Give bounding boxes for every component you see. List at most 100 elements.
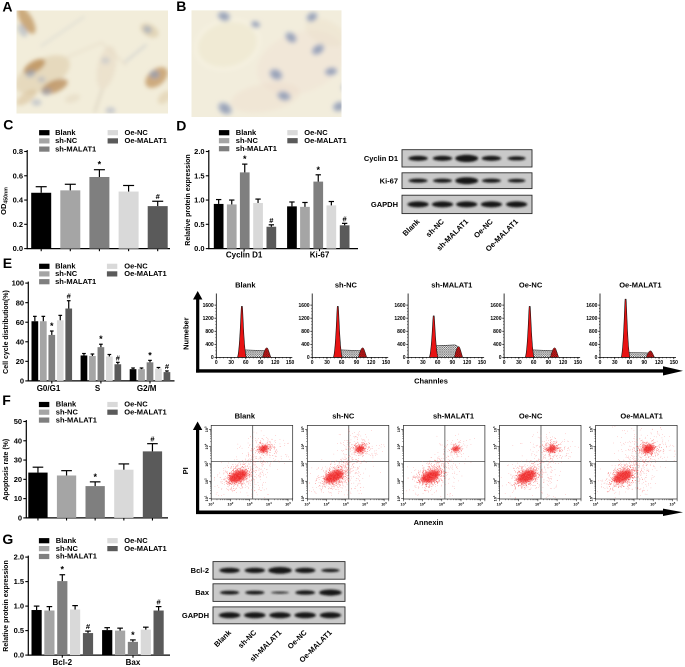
svg-text:30: 30 <box>612 360 618 366</box>
svg-text:sh-NC: sh-NC <box>56 544 79 553</box>
svg-text:90: 90 <box>354 360 360 366</box>
svg-text:1200: 1200 <box>490 316 501 322</box>
svg-text:104: 104 <box>266 501 272 506</box>
svg-text:sh-NC: sh-NC <box>332 412 355 421</box>
svg-text:101: 101 <box>204 495 209 501</box>
svg-text:OD450nm: OD450nm <box>0 187 10 215</box>
svg-text:150: 150 <box>382 360 391 366</box>
svg-text:104: 104 <box>204 443 209 449</box>
svg-text:Oe-NC: Oe-NC <box>124 536 148 545</box>
svg-text:0: 0 <box>499 355 502 361</box>
svg-text:0: 0 <box>20 377 24 386</box>
svg-text:Oe-NC: Oe-NC <box>124 400 148 409</box>
svg-text:GAPDH: GAPDH <box>182 611 209 620</box>
svg-text:Oe-NC: Oe-NC <box>304 128 328 137</box>
svg-text:120: 120 <box>463 360 472 366</box>
svg-text:0: 0 <box>503 360 506 366</box>
svg-text:101: 101 <box>304 501 310 506</box>
svg-text:sh-MALAT1: sh-MALAT1 <box>433 412 474 421</box>
svg-text:sh-NC: sh-NC <box>56 407 79 416</box>
svg-text:105: 105 <box>477 501 483 506</box>
svg-text:102: 102 <box>516 501 522 506</box>
svg-text:120: 120 <box>559 360 568 366</box>
svg-text:104: 104 <box>554 501 560 506</box>
svg-text:105: 105 <box>285 501 291 506</box>
svg-text:150: 150 <box>670 360 679 366</box>
svg-text:2.0: 2.0 <box>194 147 204 156</box>
svg-text:Oe-MALAT1: Oe-MALAT1 <box>619 281 661 290</box>
svg-text:101: 101 <box>497 501 503 506</box>
svg-text:Relative protein expression: Relative protein expression <box>185 154 192 245</box>
svg-text:Blank: Blank <box>235 281 256 290</box>
svg-text:1200: 1200 <box>203 316 214 322</box>
svg-text:40: 40 <box>14 436 22 445</box>
svg-text:400: 400 <box>205 342 214 348</box>
svg-text:102: 102 <box>228 501 234 506</box>
svg-text:Blank: Blank <box>56 400 77 409</box>
svg-text:#: # <box>156 192 161 201</box>
svg-text:102: 102 <box>588 478 593 484</box>
svg-text:Oe-MALAT1: Oe-MALAT1 <box>124 407 166 416</box>
svg-text:0.0: 0.0 <box>194 244 204 253</box>
svg-text:80: 80 <box>16 298 24 307</box>
svg-text:2.0: 2.0 <box>14 553 24 562</box>
svg-text:102: 102 <box>204 478 209 484</box>
svg-text:0.2: 0.2 <box>13 220 23 229</box>
svg-text:30: 30 <box>324 360 330 366</box>
svg-text:Oe-NC: Oe-NC <box>519 281 543 290</box>
svg-text:0: 0 <box>215 360 218 366</box>
svg-text:sh-NC: sh-NC <box>236 136 259 145</box>
svg-text:Bcl-2: Bcl-2 <box>191 566 209 575</box>
svg-text:104: 104 <box>396 443 401 449</box>
svg-text:30: 30 <box>228 360 234 366</box>
svg-text:D: D <box>176 118 186 134</box>
svg-text:150: 150 <box>478 360 487 366</box>
svg-text:*: * <box>316 165 320 175</box>
svg-text:PI: PI <box>181 467 190 474</box>
svg-text:800: 800 <box>589 329 598 335</box>
svg-text:100: 100 <box>12 279 25 288</box>
svg-text:Cyclin D1: Cyclin D1 <box>226 251 263 260</box>
svg-text:0.5: 0.5 <box>14 626 24 635</box>
svg-text:Oe-MALAT1: Oe-MALAT1 <box>124 269 166 278</box>
svg-text:105: 105 <box>670 501 676 506</box>
svg-text:*: * <box>131 630 135 640</box>
svg-text:sh-MALAT1: sh-MALAT1 <box>55 277 96 286</box>
svg-text:Oe-MALAT1: Oe-MALAT1 <box>124 544 166 553</box>
svg-text:103: 103 <box>439 501 445 506</box>
svg-text:20: 20 <box>16 357 24 366</box>
svg-text:0.0: 0.0 <box>13 244 23 253</box>
svg-text:F: F <box>2 392 11 408</box>
svg-text:Blank: Blank <box>56 536 77 545</box>
svg-text:105: 105 <box>381 501 387 506</box>
svg-text:104: 104 <box>492 443 497 449</box>
svg-text:C: C <box>3 117 13 133</box>
svg-text:400: 400 <box>397 342 406 348</box>
svg-text:Apoptosis rate (%): Apoptosis rate (%) <box>3 439 10 501</box>
svg-text:Bax: Bax <box>126 658 141 667</box>
svg-text:60: 60 <box>531 360 537 366</box>
svg-text:102: 102 <box>492 478 497 484</box>
svg-text:Ki-67: Ki-67 <box>310 251 330 260</box>
svg-text:800: 800 <box>301 329 310 335</box>
svg-text:sh-MALAT1: sh-MALAT1 <box>236 144 277 153</box>
svg-text:Oe-NC: Oe-NC <box>124 262 148 271</box>
svg-text:103: 103 <box>343 501 349 506</box>
svg-text:30: 30 <box>14 456 22 465</box>
svg-text:Oe-NC: Oe-NC <box>125 128 149 137</box>
svg-text:#: # <box>343 214 348 223</box>
svg-text:400: 400 <box>493 342 502 348</box>
svg-text:Annexin: Annexin <box>414 518 444 527</box>
svg-text:101: 101 <box>593 501 599 506</box>
svg-text:G2/M: G2/M <box>137 384 157 393</box>
svg-text:101: 101 <box>492 495 497 501</box>
svg-text:60: 60 <box>435 360 441 366</box>
svg-text:50: 50 <box>14 417 22 426</box>
svg-text:Oe-NC: Oe-NC <box>519 412 543 421</box>
svg-text:800: 800 <box>493 329 502 335</box>
svg-text:90: 90 <box>258 360 264 366</box>
svg-text:1600: 1600 <box>298 303 309 309</box>
svg-text:103: 103 <box>247 501 253 506</box>
svg-text:G: G <box>2 531 13 547</box>
svg-text:101: 101 <box>588 495 593 501</box>
